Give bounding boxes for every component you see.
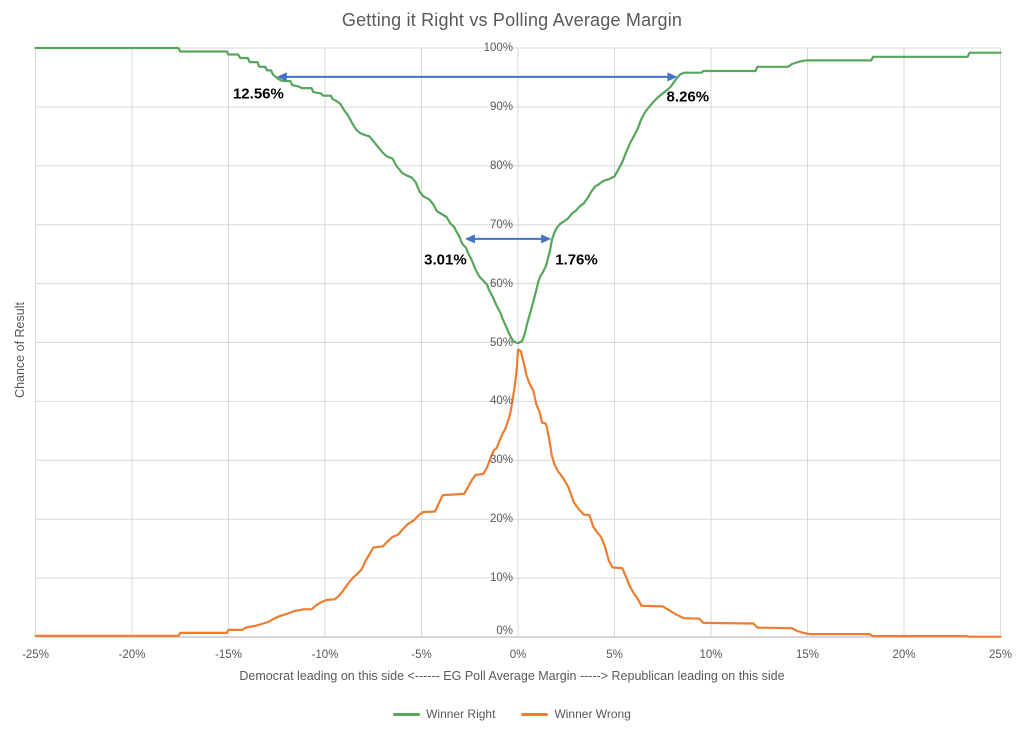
y-tick-label: 60%: [489, 277, 513, 290]
series-line-winner-right: [34, 46, 1002, 345]
x-tick-label: 5%: [606, 649, 623, 661]
x-tick-label: 25%: [988, 649, 1013, 661]
legend-line-swatch-icon: [521, 712, 549, 716]
legend-item-winner-wrong: Winner Wrong: [521, 707, 631, 721]
annotation-label: 8.26%: [666, 88, 710, 106]
y-tick-label: 40%: [489, 395, 513, 408]
annotation-label: 12.56%: [232, 85, 284, 103]
legend-label: Winner Wrong: [554, 707, 631, 721]
arrowhead-right-icon: [541, 234, 552, 244]
x-tick-label: 10%: [699, 649, 723, 661]
x-tick-label: 0%: [509, 649, 527, 661]
legend-label: Winner Right: [426, 707, 496, 721]
arrowhead-right-icon: [667, 72, 678, 82]
y-tick-label: 20%: [489, 513, 513, 526]
series-line-winner-wrong: [34, 348, 1002, 638]
y-tick-label: 0%: [496, 625, 513, 637]
chart-title: Getting it Right vs Polling Average Marg…: [341, 10, 683, 30]
x-tick-label: -10%: [311, 649, 339, 661]
y-tick-label: 10%: [489, 572, 513, 585]
x-tick-label: -15%: [215, 649, 242, 661]
x-tick-label: -25%: [22, 649, 49, 661]
x-tick-label: 15%: [795, 649, 820, 661]
y-tick-label: 100%: [483, 42, 513, 54]
annotation-label: 3.01%: [424, 251, 467, 269]
y-tick-label: 30%: [489, 454, 513, 467]
y-tick-label: 50%: [489, 336, 513, 349]
x-tick-label: -20%: [118, 649, 146, 661]
y-tick-label: 80%: [489, 159, 513, 172]
legend-item-winner-right: Winner Right: [393, 707, 495, 721]
y-tick-label: 70%: [489, 218, 513, 231]
legend-line-swatch-icon: [393, 712, 421, 716]
x-tick-label: -5%: [411, 649, 432, 661]
y-tick-label: 90%: [489, 100, 513, 113]
legend: Winner Right Winner Wrong: [0, 704, 1024, 724]
x-axis-title: Democrat leading on this side <------ EG…: [239, 669, 785, 683]
arrowhead-left-icon: [276, 72, 287, 82]
arrowhead-left-icon: [464, 234, 475, 244]
x-tick-label: 20%: [892, 649, 916, 661]
annotation-label: 1.76%: [555, 251, 598, 269]
